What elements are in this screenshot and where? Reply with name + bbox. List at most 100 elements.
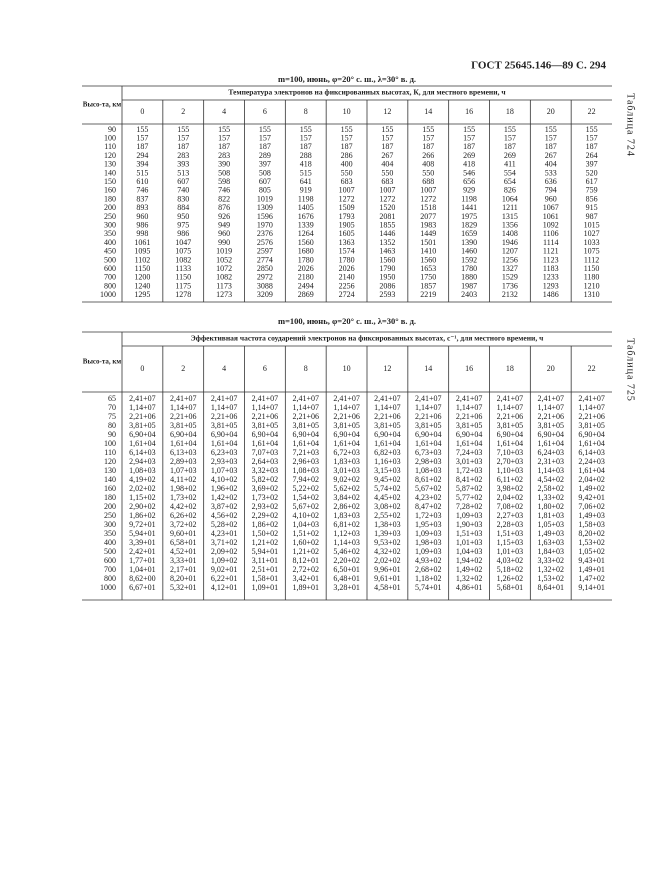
cell-value: 1,07+03: [211, 466, 238, 475]
cell-value: 1015: [584, 221, 600, 230]
cell-value: 1,51+03: [497, 529, 524, 538]
cell-value: 397: [259, 160, 271, 169]
height-label: 180: [104, 493, 116, 502]
cell-value: 1,61+04: [415, 439, 442, 448]
cell-value: 2256: [339, 281, 355, 290]
hour-label: 12: [383, 107, 391, 116]
cell-value: 1410: [420, 247, 436, 256]
cell-value: 4,86+01: [456, 583, 483, 592]
cell-value: 6,50+01: [333, 565, 360, 574]
cell-value: 6,81+02: [333, 520, 360, 529]
cell-value: 1061: [543, 212, 559, 221]
cell-value: 1,32+02: [456, 574, 483, 583]
cell-value: 4,10+02: [211, 475, 238, 484]
cell-value: 1264: [298, 229, 314, 238]
cell-value: 269: [504, 151, 516, 160]
cell-value: 987: [586, 212, 598, 221]
cell-value: 1,04+03: [292, 520, 319, 529]
cell-value: 1486: [543, 290, 559, 299]
cell-value: 1,14+07: [252, 403, 279, 412]
cell-value: 926: [218, 212, 230, 221]
cell-value: 960: [218, 229, 230, 238]
hour-label: 20: [547, 107, 555, 116]
cell-value: 546: [463, 168, 475, 177]
cell-value: 1,95+03: [415, 520, 442, 529]
cell-value: 1,61+04: [252, 439, 279, 448]
hour-label: 10: [343, 364, 351, 373]
cell-value: 1180: [584, 273, 600, 282]
hour-label: 10: [343, 107, 351, 116]
cell-value: 1605: [339, 229, 355, 238]
cell-value: 3,72+02: [170, 520, 197, 529]
cell-value: 1,51+02: [292, 529, 319, 538]
cell-value: 2,42+01: [129, 547, 156, 556]
cell-value: 1,26+02: [497, 574, 524, 583]
cell-value: 617: [586, 177, 598, 186]
cell-value: 1592: [461, 255, 477, 264]
cell-value: 1408: [502, 229, 518, 238]
cell-value: 1560: [298, 238, 314, 247]
cell-value: 187: [586, 142, 598, 151]
cell-value: 759: [586, 186, 598, 195]
cell-value: 1150: [584, 264, 600, 273]
cell-value: 5,82+02: [252, 475, 279, 484]
cell-value: 1,63+03: [537, 538, 564, 547]
cell-value: 2,21+06: [456, 412, 483, 421]
cell-value: 7,28+02: [456, 502, 483, 511]
cell-value: 3,81+05: [537, 421, 564, 430]
cell-value: 1,15+02: [129, 493, 156, 502]
cell-value: 1,14+07: [578, 403, 605, 412]
cell-value: 3,69+02: [252, 484, 279, 493]
cell-value: 1,14+07: [415, 403, 442, 412]
cell-value: 9,02+02: [333, 475, 360, 484]
height-label: 250: [104, 511, 116, 520]
cell-value: 550: [381, 168, 393, 177]
cell-value: 3,81+05: [456, 421, 483, 430]
cell-value: 1560: [379, 255, 395, 264]
height-label: 110: [104, 448, 116, 457]
cell-value: 2,21+06: [537, 412, 564, 421]
cell-value: 1,98+03: [415, 538, 442, 547]
cell-value: 1,16+03: [374, 457, 401, 466]
cell-value: 5,74+01: [415, 583, 442, 592]
cell-value: 598: [218, 177, 230, 186]
cell-value: 2403: [461, 290, 477, 299]
cell-value: 1736: [502, 281, 518, 290]
cell-value: 1,53+02: [537, 574, 564, 583]
height-label: 100: [104, 439, 116, 448]
cell-value: 1780: [339, 255, 355, 264]
cell-value: 6,90+04: [415, 430, 442, 439]
cell-value: 1356: [502, 221, 518, 230]
cell-value: 1946: [502, 238, 518, 247]
cell-value: 3,33+02: [537, 556, 564, 565]
height-label: 1000: [100, 290, 116, 299]
cell-value: 1102: [135, 255, 151, 264]
cell-value: 1,14+07: [537, 403, 564, 412]
cell-value: 6,13+03: [170, 448, 197, 457]
cell-value: 1,61+04: [333, 439, 360, 448]
cell-value: 3,71+02: [211, 538, 238, 547]
cell-value: 554: [504, 168, 516, 177]
cell-value: 2,41+07: [578, 394, 605, 403]
cell-value: 6,90+04: [537, 430, 564, 439]
cell-value: 508: [218, 168, 230, 177]
cell-value: 8,62+00: [129, 574, 156, 583]
cell-value: 607: [259, 177, 271, 186]
cell-value: 998: [136, 229, 148, 238]
cell-value: 155: [422, 125, 434, 134]
hour-label: 18: [506, 107, 514, 116]
cell-value: 1,61+04: [456, 439, 483, 448]
cell-value: 2,41+07: [292, 394, 319, 403]
cell-value: 2,21+06: [497, 412, 524, 421]
cell-value: 187: [300, 142, 312, 151]
cell-value: 1352: [379, 238, 395, 247]
height-label: 180: [104, 194, 116, 203]
cell-value: 5,87+02: [456, 484, 483, 493]
cell-value: 1880: [461, 273, 477, 282]
height-label: 200: [104, 203, 116, 212]
height-label: 140: [104, 475, 116, 484]
cell-value: 2,41+07: [415, 394, 442, 403]
hour-label: 8: [304, 364, 308, 373]
cell-value: 1150: [175, 273, 191, 282]
cell-value: 2774: [257, 255, 273, 264]
